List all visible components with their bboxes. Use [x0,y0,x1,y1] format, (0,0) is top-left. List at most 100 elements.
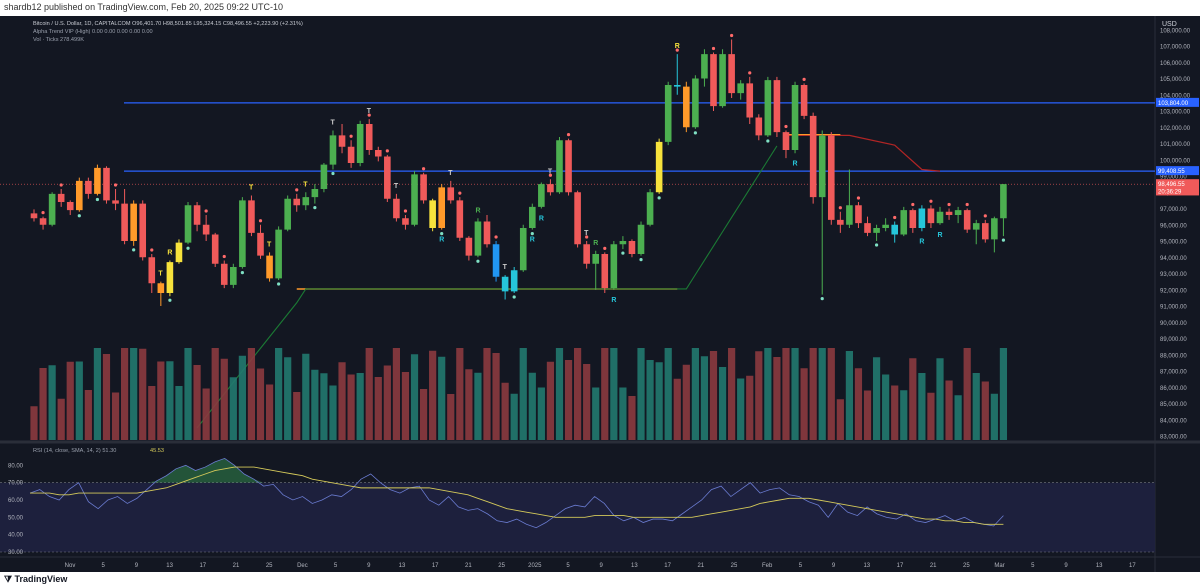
candle-body [447,187,455,201]
y-tick-label: 85,000.00 [1160,402,1187,408]
candle-body [248,200,255,233]
candle-body [184,205,192,243]
signal-dot [893,215,897,220]
y-tick-label: 86,000.00 [1160,386,1187,392]
signal-marker: T [267,241,272,248]
volume-bar [737,378,745,440]
candle-body [293,198,301,206]
volume-bar [782,348,790,440]
candle-body [809,115,817,198]
volume-bar [229,377,237,440]
candle-body [800,85,808,116]
signal-dot [603,246,607,250]
candle-body [927,208,935,224]
candle-body [39,218,47,225]
signal-dot [240,271,244,275]
volume-bar [564,360,573,440]
volume-bar [492,353,500,440]
volume-bar [637,348,645,440]
volume-bar [510,393,518,440]
candle-body [402,218,409,225]
signal-dot [693,131,697,135]
x-tick-label: 9 [1064,563,1068,569]
volume-bar [537,387,545,440]
y-tick-label: 92,000.00 [1160,288,1187,294]
legend-line: Alpha Trend VIP (High) 0.00 0.00 0.00 0.… [33,29,153,35]
candle-body [85,180,92,194]
signal-dot [711,46,716,51]
volume-bar [365,348,373,440]
candle-body [701,54,708,79]
candle-body [864,223,871,233]
volume-bar [574,348,582,440]
volume-bar [999,348,1008,440]
candle-body [320,164,328,189]
candle-body [420,174,427,201]
volume-bar [75,361,83,440]
volume-bar [709,351,718,440]
candle-body [166,262,174,293]
signal-marker: R [593,240,598,247]
volume-bar [166,361,174,440]
signal-dot [385,149,389,153]
signal-marker: R [919,238,924,245]
candle-body [211,234,219,264]
signal-dot [440,232,444,236]
volume-bar [863,390,872,440]
x-tick-label: 25 [963,563,970,569]
signal-dot [367,113,371,117]
x-tick-label: 13 [166,563,173,569]
y-tick-label: 100,000.00 [1160,158,1191,164]
volume-bar [102,354,111,440]
signal-dot [295,188,299,192]
volume-bar [410,354,419,440]
volume-bar [93,348,102,440]
rsi-overbought-fill [146,458,264,483]
candle-body [474,221,482,256]
candle-body [954,210,962,215]
chart-area[interactable]: USD 108,000.00 107,000.00 106,000.00 105,000… [0,16,1200,572]
volume-bar [854,368,863,440]
candle-body [891,224,898,235]
candle-body [764,80,772,136]
y-tick-label: 89,000.00 [1160,337,1187,343]
x-tick-label: 9 [832,563,836,569]
candle-body [873,228,880,233]
signal-dot [856,196,861,200]
publisher-bar: shardb12 published on TradingView.com, F… [0,0,1200,16]
signal-dot [548,173,553,177]
x-tick-label: 2025 [528,563,542,569]
candle-body [547,184,554,193]
y-tick-label: 106,000.00 [1160,61,1191,67]
volume-bar [338,362,346,440]
alpha-trend-line [196,145,778,429]
volume-bar [84,390,92,440]
signal-marker: T [584,230,589,237]
rsi-tick-label: 80.00 [8,463,24,469]
signal-marker: R [475,207,480,214]
signal-dot [621,251,625,255]
signal-marker: R [530,237,535,244]
candle-body [76,180,83,211]
volume-bar [628,396,636,440]
x-tick-label: Feb [762,563,773,569]
signal-dot [874,243,879,247]
volume-bar [800,368,808,440]
candle-body [465,237,473,256]
y-tick-label: 90,000.00 [1160,321,1187,327]
candle-body [529,206,536,228]
signal-dot [639,258,643,262]
candle-body [139,203,147,258]
signal-dot [186,246,190,250]
candle-body [882,224,889,228]
price-label-text: 99,408.55 [1158,169,1185,175]
signal-marker: R [539,216,544,223]
volume-bar [438,356,446,440]
candle-body [619,241,627,245]
candle-body [48,193,56,225]
volume-bar [465,369,473,440]
candle-body [628,241,636,254]
signal-dot [331,171,335,176]
signal-dot [258,219,263,223]
